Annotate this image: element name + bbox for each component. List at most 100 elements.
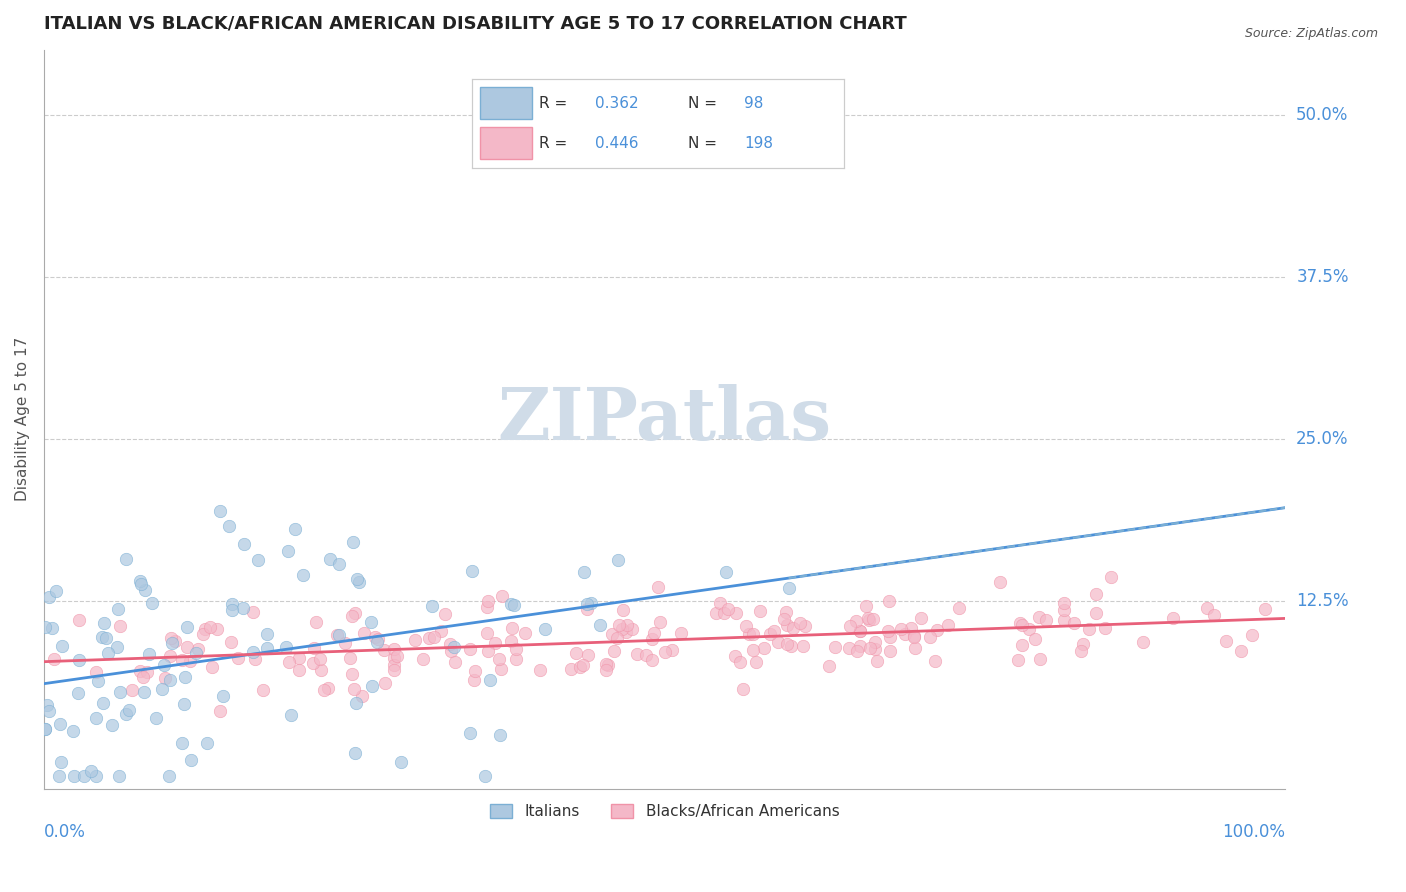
Blacks/African Americans	[475, 626, 498, 640]
Blacks/African Americans	[634, 648, 657, 662]
Blacks/African Americans	[738, 627, 761, 641]
Italians	[342, 534, 364, 549]
Italians	[157, 769, 180, 783]
Italians	[389, 756, 412, 770]
Blacks/African Americans	[759, 627, 782, 641]
Blacks/African Americans	[863, 635, 886, 649]
Blacks/African Americans	[108, 619, 131, 633]
Blacks/African Americans	[429, 624, 451, 638]
Blacks/African Americans	[219, 634, 242, 648]
Italians	[606, 553, 628, 567]
Blacks/African Americans	[724, 606, 747, 620]
Italians	[502, 599, 524, 613]
Blacks/African Americans	[709, 596, 731, 610]
Blacks/African Americans	[412, 652, 434, 666]
Blacks/African Americans	[775, 605, 797, 619]
Blacks/African Americans	[706, 606, 728, 620]
Blacks/African Americans	[475, 599, 498, 614]
Blacks/African Americans	[484, 636, 506, 650]
Blacks/African Americans	[287, 650, 309, 665]
Blacks/African Americans	[1010, 615, 1032, 630]
Italians	[73, 769, 96, 783]
Italians	[579, 596, 602, 610]
Blacks/African Americans	[373, 643, 395, 657]
Italians	[110, 685, 132, 699]
Italians	[84, 711, 107, 725]
Blacks/African Americans	[845, 614, 868, 628]
Blacks/African Americans	[595, 657, 617, 671]
Blacks/African Americans	[382, 642, 405, 657]
Blacks/African Americans	[193, 622, 215, 636]
Italians	[91, 630, 114, 644]
Italians	[129, 574, 152, 588]
Blacks/African Americans	[440, 644, 463, 658]
Blacks/African Americans	[776, 617, 799, 632]
Blacks/African Americans	[763, 624, 786, 639]
Blacks/African Americans	[44, 652, 66, 666]
Italians	[366, 635, 388, 649]
Italians	[221, 602, 243, 616]
Italians	[141, 596, 163, 610]
Blacks/African Americans	[404, 632, 426, 647]
Blacks/African Americans	[1028, 610, 1050, 624]
Blacks/African Americans	[433, 607, 456, 621]
Blacks/African Americans	[1132, 635, 1154, 649]
Blacks/African Americans	[302, 640, 325, 655]
Blacks/African Americans	[444, 655, 467, 669]
Italians	[80, 764, 103, 778]
Blacks/African Americans	[792, 640, 814, 654]
Italians	[45, 583, 67, 598]
Italians	[107, 601, 129, 615]
Blacks/African Americans	[768, 635, 790, 649]
Italians	[212, 689, 235, 703]
Blacks/African Americans	[741, 643, 763, 657]
Italians	[461, 565, 484, 579]
Italians	[84, 769, 107, 783]
Italians	[173, 669, 195, 683]
Blacks/African Americans	[626, 648, 648, 662]
Italians	[534, 622, 557, 636]
Blacks/African Americans	[620, 623, 643, 637]
Blacks/African Americans	[489, 662, 512, 676]
Blacks/African Americans	[382, 663, 405, 677]
Text: Source: ZipAtlas.com: Source: ZipAtlas.com	[1244, 27, 1378, 40]
Blacks/African Americans	[1195, 600, 1218, 615]
Italians	[48, 769, 70, 783]
Blacks/African Americans	[616, 618, 638, 632]
Blacks/African Americans	[876, 624, 898, 638]
Blacks/African Americans	[242, 605, 264, 619]
Blacks/African Americans	[568, 660, 591, 674]
Italians	[256, 627, 278, 641]
Blacks/African Americans	[734, 619, 756, 633]
Italians	[105, 640, 128, 654]
Text: ZIPatlas: ZIPatlas	[498, 384, 831, 455]
Blacks/African Americans	[863, 642, 886, 657]
Blacks/African Americans	[654, 645, 676, 659]
Blacks/African Americans	[600, 627, 623, 641]
Blacks/African Americans	[936, 617, 959, 632]
Blacks/African Americans	[1053, 596, 1076, 610]
Italians	[277, 544, 299, 558]
Blacks/African Americans	[477, 644, 499, 658]
Blacks/African Americans	[1254, 602, 1277, 616]
Italians	[132, 685, 155, 699]
Blacks/African Americans	[1052, 603, 1074, 617]
Blacks/African Americans	[187, 642, 209, 657]
Blacks/African Americans	[243, 651, 266, 665]
Blacks/African Americans	[477, 593, 499, 607]
Blacks/African Americans	[304, 615, 326, 629]
Blacks/African Americans	[176, 640, 198, 654]
Italians	[159, 673, 181, 687]
Italians	[93, 616, 115, 631]
Italians	[108, 769, 131, 783]
Blacks/African Americans	[418, 631, 440, 645]
Italians	[346, 572, 368, 586]
Blacks/African Americans	[252, 683, 274, 698]
Italians	[34, 722, 56, 736]
Blacks/African Americans	[340, 667, 363, 681]
Italians	[49, 716, 72, 731]
Blacks/African Americans	[302, 656, 325, 670]
Italians	[284, 522, 307, 536]
Blacks/African Americans	[862, 612, 884, 626]
Blacks/African Americans	[748, 604, 770, 618]
